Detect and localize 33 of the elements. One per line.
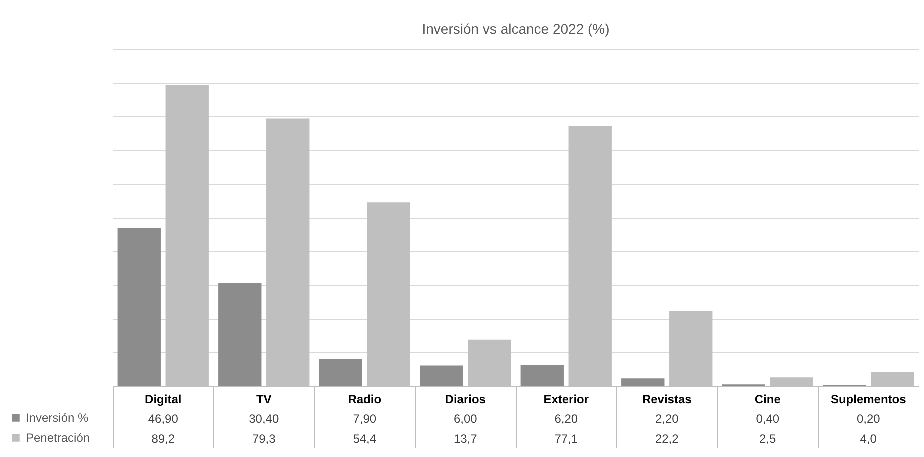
data-label: 0,40 xyxy=(756,412,780,426)
data-label: 6,00 xyxy=(454,412,478,426)
x-tick-label: Exterior xyxy=(544,392,590,406)
bar xyxy=(420,366,464,386)
legend-label: Inversión % xyxy=(26,411,90,425)
data-label: 6,20 xyxy=(554,412,578,426)
bar xyxy=(319,359,362,386)
chart-title: Inversión vs alcance 2022 (%) xyxy=(422,21,610,37)
bar xyxy=(520,365,564,386)
data-label: 54,4 xyxy=(353,432,377,446)
data-label: 2,20 xyxy=(655,412,680,426)
x-tick-label: Suplementos xyxy=(830,392,907,406)
bar xyxy=(218,284,262,386)
bar xyxy=(622,378,665,386)
data-label: 7,90 xyxy=(353,412,377,426)
x-tick-label: Digital xyxy=(145,392,182,406)
legend-label: Penetración xyxy=(26,431,90,445)
x-tick-label: Diarios xyxy=(445,392,486,406)
x-tick-label: Radio xyxy=(348,392,382,406)
data-label: 46,90 xyxy=(148,412,179,426)
data-label: 30,40 xyxy=(249,412,280,426)
data-label: 89,2 xyxy=(152,432,176,446)
data-label: 79,3 xyxy=(252,432,276,446)
x-tick-label: Revistas xyxy=(642,392,692,406)
data-label: 13,7 xyxy=(454,432,478,446)
x-tick-label: Cine xyxy=(754,392,782,406)
x-tick-label: TV xyxy=(256,392,272,406)
data-label: 22,2 xyxy=(655,432,680,446)
bar xyxy=(118,228,161,386)
data-label: 2,5 xyxy=(760,432,777,446)
data-label: 0,20 xyxy=(856,412,881,426)
data-label: 77,1 xyxy=(554,432,578,446)
data-label: 4,0 xyxy=(860,432,878,446)
